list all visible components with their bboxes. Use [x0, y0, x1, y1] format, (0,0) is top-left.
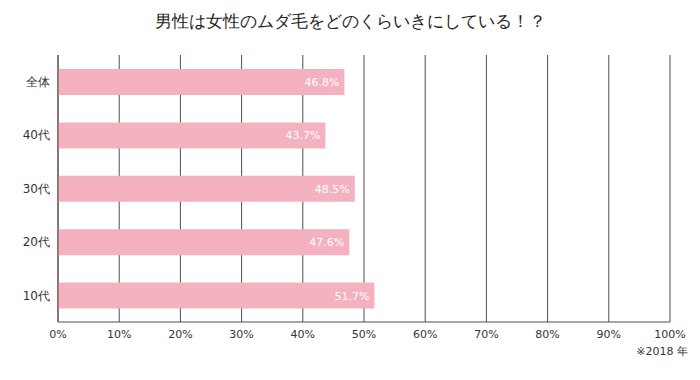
svg-text:10代: 10代 — [23, 289, 50, 303]
svg-text:40%: 40% — [291, 328, 315, 341]
svg-text:20%: 20% — [168, 328, 192, 341]
svg-text:80%: 80% — [535, 328, 559, 341]
svg-text:30%: 30% — [229, 328, 253, 341]
svg-text:0%: 0% — [49, 328, 66, 341]
svg-text:40代: 40代 — [23, 128, 50, 142]
svg-text:48.5%: 48.5% — [315, 183, 350, 196]
svg-text:43.7%: 43.7% — [285, 129, 320, 142]
svg-text:46.8%: 46.8% — [304, 76, 339, 89]
svg-text:50%: 50% — [352, 328, 376, 341]
svg-text:60%: 60% — [413, 328, 437, 341]
svg-text:20代: 20代 — [23, 235, 50, 249]
svg-text:全体: 全体 — [26, 75, 50, 89]
svg-text:51.7%: 51.7% — [334, 290, 369, 303]
svg-text:90%: 90% — [597, 328, 621, 341]
svg-text:100%: 100% — [654, 328, 685, 341]
svg-text:70%: 70% — [474, 328, 498, 341]
svg-text:10%: 10% — [107, 328, 131, 341]
html-text:※2018 年: ※2018 年 — [636, 345, 688, 358]
svg-text:30代: 30代 — [23, 182, 50, 196]
html-text:男性は女性のムダ毛をどのくらいきにしている！？: 男性は女性のムダ毛をどのくらいきにしている！？ — [154, 11, 546, 31]
svg-text:47.6%: 47.6% — [309, 236, 344, 249]
